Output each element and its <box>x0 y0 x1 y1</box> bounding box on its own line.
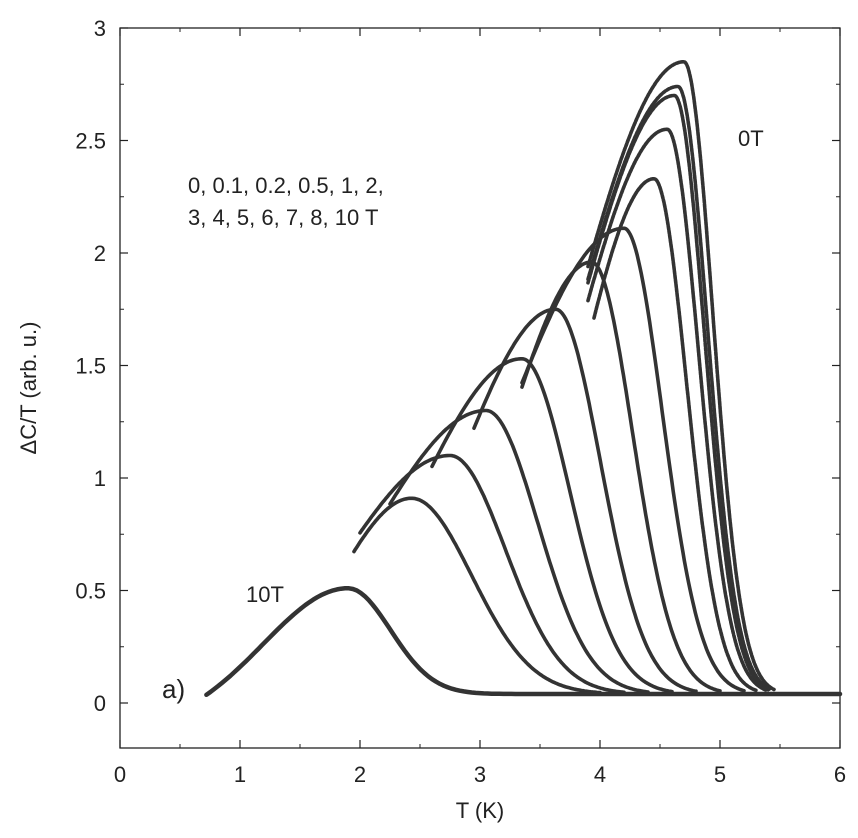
y-tick-label: 2.5 <box>75 129 106 154</box>
y-tick-label: 2 <box>94 241 106 266</box>
y-tick-label: 3 <box>94 16 106 41</box>
y-tick-label: 1.5 <box>75 354 106 379</box>
series-line-10T <box>204 586 843 698</box>
curve-label-10T: 10T <box>246 582 284 607</box>
series-line-0p5T <box>586 127 768 692</box>
series-line-2T <box>520 226 746 693</box>
series-line-3T <box>520 260 722 693</box>
y-tick-label: 0.5 <box>75 579 106 604</box>
x-tick-label: 0 <box>114 762 126 787</box>
y-tick-label: 1 <box>94 466 106 491</box>
series-line-6T <box>388 408 650 694</box>
series-line-0p2T <box>586 93 770 692</box>
field-list-line-1: 0, 0.1, 0.2, 0.5, 1, 2, <box>188 173 384 198</box>
series-line-8T <box>352 496 602 695</box>
y-axis-ticks: 0 0.5 1 1.5 2 2.5 3 <box>75 16 840 716</box>
x-tick-label: 5 <box>714 762 726 787</box>
series-line-1T <box>592 177 758 693</box>
series-line-0T <box>586 59 776 692</box>
x-tick-label: 1 <box>234 762 246 787</box>
curve-label-0T: 0T <box>738 126 764 151</box>
series-line-4T <box>472 307 698 694</box>
y-axis-title: ΔC/T (arb. u.) <box>16 322 41 455</box>
field-list-line-2: 3, 4, 5, 6, 7, 8, 10 T <box>188 205 378 230</box>
x-axis-title: T (K) <box>456 798 504 823</box>
x-tick-label: 4 <box>594 762 606 787</box>
data-curves <box>204 59 843 698</box>
x-axis-ticks: 0 1 2 3 4 5 6 <box>114 28 846 787</box>
panel-label: a) <box>162 674 185 704</box>
series-line-7T <box>358 453 626 695</box>
y-tick-label: 0 <box>94 691 106 716</box>
x-tick-label: 2 <box>354 762 366 787</box>
x-tick-label: 3 <box>474 762 486 787</box>
series-line-5T <box>430 356 674 694</box>
x-tick-label: 6 <box>834 762 846 787</box>
